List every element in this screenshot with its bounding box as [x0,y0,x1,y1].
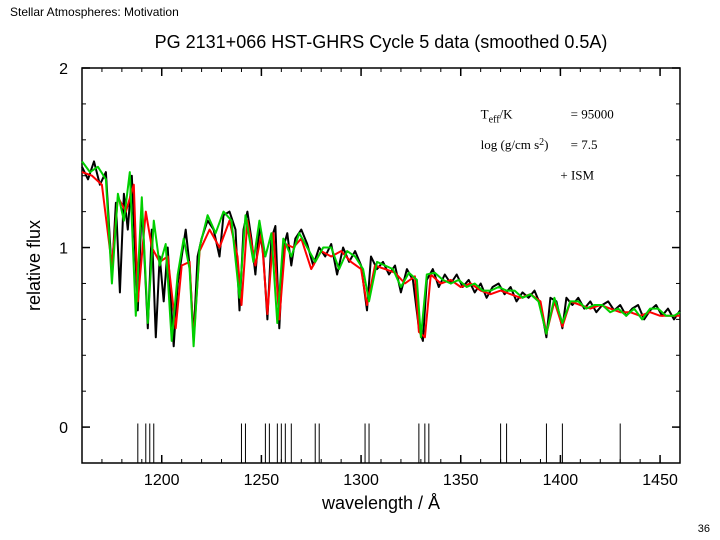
svg-text:1200: 1200 [144,472,180,489]
svg-text:1: 1 [59,241,68,258]
svg-text:Teff/K: Teff/K [481,106,513,125]
svg-text:PG 2131+066 HST-GHRS Cycle 5 d: PG 2131+066 HST-GHRS Cycle 5 data (smoot… [155,32,608,52]
svg-text:1350: 1350 [443,472,479,489]
svg-text:= 95000: = 95000 [571,106,614,121]
svg-text:wavelength / Å: wavelength / Å [321,493,440,513]
svg-text:2: 2 [59,61,68,78]
svg-text:1450: 1450 [642,472,678,489]
svg-text:0: 0 [59,420,68,437]
svg-text:= 7.5: = 7.5 [571,137,598,152]
page-number: 36 [698,523,710,535]
svg-text:1300: 1300 [343,472,379,489]
svg-text:1400: 1400 [543,472,579,489]
svg-text:relative flux: relative flux [24,220,44,311]
spectrum-chart: PG 2131+066 HST-GHRS Cycle 5 data (smoot… [10,28,710,518]
svg-text:1250: 1250 [244,472,280,489]
svg-text:log (g/cm s2): log (g/cm s2) [481,137,549,152]
slide-header: Stellar Atmospheres: Motivation [10,5,179,19]
svg-text:+ ISM: + ISM [560,167,594,182]
